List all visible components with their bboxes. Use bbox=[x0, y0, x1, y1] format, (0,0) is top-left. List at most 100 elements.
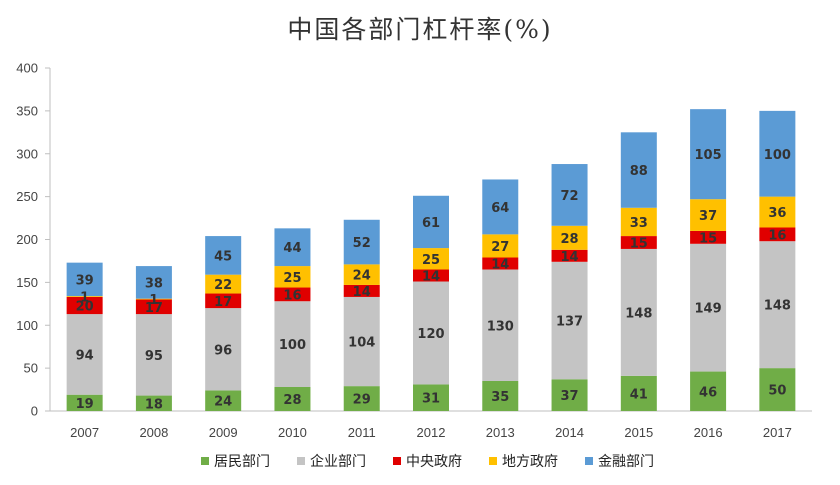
bar-segment bbox=[135, 299, 172, 315]
bar-segment bbox=[620, 207, 657, 237]
data-label: 36 bbox=[768, 206, 786, 221]
data-label: 24 bbox=[353, 269, 371, 284]
legend-swatch bbox=[393, 457, 401, 465]
x-tick-label: 2007 bbox=[70, 425, 99, 440]
bar-segment bbox=[274, 386, 311, 411]
bar-segment bbox=[690, 230, 727, 244]
bar-segment bbox=[205, 236, 242, 275]
x-tick-label: 2012 bbox=[417, 425, 446, 440]
x-tick-label: 2015 bbox=[624, 425, 653, 440]
x-tick-label: 2017 bbox=[763, 425, 792, 440]
data-label: 22 bbox=[214, 278, 232, 293]
x-tick-label: 2016 bbox=[694, 425, 723, 440]
data-label: 19 bbox=[76, 397, 94, 412]
data-label: 18 bbox=[145, 397, 163, 412]
data-label: 29 bbox=[353, 393, 371, 408]
bars bbox=[66, 109, 796, 411]
data-label: 94 bbox=[76, 348, 94, 363]
data-label: 28 bbox=[560, 232, 578, 247]
data-label: 149 bbox=[695, 302, 722, 317]
data-label: 37 bbox=[699, 209, 717, 224]
bar-segment bbox=[482, 257, 519, 270]
data-label: 31 bbox=[422, 392, 440, 407]
data-label: 72 bbox=[560, 189, 578, 204]
y-tick-label: 150 bbox=[16, 275, 38, 290]
data-label: 44 bbox=[283, 241, 301, 256]
bar-segment bbox=[274, 266, 311, 288]
bar-segment bbox=[620, 132, 657, 208]
bar-segment bbox=[135, 298, 172, 300]
data-label: 96 bbox=[214, 343, 232, 358]
x-tick-label: 2008 bbox=[139, 425, 168, 440]
data-label: 105 bbox=[695, 148, 722, 163]
bar-segment bbox=[482, 179, 519, 235]
bar-segment bbox=[759, 241, 796, 369]
bar-segment bbox=[135, 314, 172, 396]
bar-segment bbox=[482, 380, 519, 411]
legend-swatch bbox=[297, 457, 305, 465]
data-label: 1 bbox=[80, 291, 89, 306]
bar-segment bbox=[205, 293, 242, 309]
bar-segment bbox=[343, 386, 380, 411]
legend: 居民部门 企业部门 中央政府 地方政府 金融部门 bbox=[201, 453, 654, 470]
bar-segment bbox=[274, 301, 311, 387]
data-label: 39 bbox=[76, 273, 94, 288]
data-label: 20 bbox=[76, 300, 94, 315]
bar-segment bbox=[620, 236, 657, 249]
bar-segment bbox=[413, 281, 449, 385]
data-label: 37 bbox=[560, 389, 578, 404]
bar-segment bbox=[135, 395, 172, 411]
data-labels: 1994201391895171382496172245281001625442… bbox=[76, 148, 791, 413]
bar-segment bbox=[343, 264, 380, 285]
bar-segment bbox=[620, 248, 657, 376]
bar-segment bbox=[551, 379, 588, 411]
data-label: 24 bbox=[214, 395, 232, 410]
bar-segment bbox=[205, 274, 242, 294]
data-label: 104 bbox=[348, 336, 375, 351]
bar-segment bbox=[66, 394, 103, 411]
x-tick-label: 2009 bbox=[209, 425, 238, 440]
bar-segment bbox=[759, 110, 796, 197]
data-label: 88 bbox=[630, 164, 648, 179]
data-label: 38 bbox=[145, 276, 163, 291]
bar-segment bbox=[690, 243, 727, 372]
data-label: 25 bbox=[422, 253, 440, 268]
bar-segment bbox=[759, 196, 796, 228]
bar-segment bbox=[482, 234, 519, 258]
legend-label: 企业部门 bbox=[310, 453, 366, 470]
data-label: 16 bbox=[283, 288, 301, 303]
bar-segment bbox=[343, 296, 380, 387]
data-label: 120 bbox=[417, 327, 444, 342]
bar-segment bbox=[343, 284, 380, 297]
bar-segment bbox=[690, 199, 727, 231]
y-tick-label: 50 bbox=[24, 361, 38, 376]
data-label: 45 bbox=[214, 249, 232, 264]
data-label: 46 bbox=[699, 385, 717, 400]
bar-segment bbox=[759, 227, 796, 242]
bar-segment bbox=[66, 296, 103, 315]
bar-segment bbox=[66, 314, 103, 395]
data-label: 130 bbox=[487, 319, 514, 334]
x-tick-label: 2014 bbox=[555, 425, 584, 440]
bar-segment bbox=[413, 248, 449, 270]
data-label: 14 bbox=[353, 285, 371, 300]
bar-segment bbox=[551, 225, 588, 250]
y-tick-label: 200 bbox=[16, 232, 38, 247]
data-label: 148 bbox=[764, 299, 791, 314]
bar-segment bbox=[413, 269, 449, 282]
bar-segment bbox=[690, 371, 727, 411]
data-label: 35 bbox=[491, 390, 509, 405]
data-label: 14 bbox=[422, 270, 440, 285]
bar-segment bbox=[274, 287, 311, 302]
bar-segment bbox=[205, 308, 242, 391]
data-label: 1 bbox=[149, 293, 158, 308]
y-tick-label: 100 bbox=[16, 318, 38, 333]
data-label: 17 bbox=[145, 301, 163, 316]
data-label: 25 bbox=[283, 271, 301, 286]
legend-label: 居民部门 bbox=[214, 454, 270, 470]
data-label: 64 bbox=[491, 201, 509, 216]
legend-label: 中央政府 bbox=[406, 454, 462, 470]
